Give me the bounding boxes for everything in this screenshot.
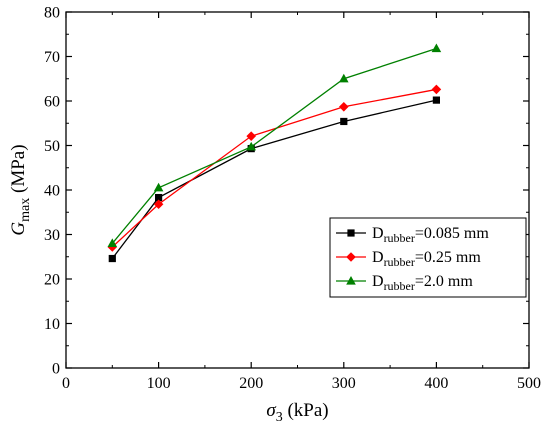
- x-tick-label: 300: [332, 375, 356, 392]
- legend-label: Drubber=0.25 mm: [372, 249, 481, 269]
- legend-item: Drubber=0.25 mm: [336, 249, 481, 269]
- series-3: [107, 43, 442, 247]
- x-tick-label: 500: [517, 375, 541, 392]
- series-line: [111, 47, 437, 244]
- data-point: [431, 84, 442, 95]
- legend-marker: [346, 252, 356, 262]
- y-tick-label: 50: [44, 138, 60, 155]
- data-point: [108, 254, 116, 263]
- data-point: [107, 238, 118, 247]
- data-point: [340, 117, 348, 126]
- data-point: [339, 101, 349, 112]
- x-tick-label: 0: [62, 375, 70, 392]
- data-point: [153, 182, 164, 192]
- x-tick-label: 400: [424, 375, 448, 392]
- y-tick-label: 40: [44, 183, 60, 200]
- y-tick-label: 60: [44, 94, 60, 111]
- data-point: [339, 73, 349, 83]
- legend-item: Drubber=0.085 mm: [336, 225, 489, 245]
- data-point: [431, 43, 442, 53]
- y-tick-label: 70: [44, 49, 60, 66]
- series-layer: [107, 43, 442, 263]
- axes: 0 100 200 300 400 500 0 10 20 30 40 50 60 70 80: [44, 5, 541, 393]
- legend-label: Drubber=2.0 mm: [372, 273, 473, 293]
- plot-frame: [65, 11, 530, 369]
- y-tick-label: 20: [44, 272, 60, 289]
- x-tick-label: 100: [147, 375, 171, 392]
- legend-marker: [347, 229, 355, 237]
- data-point: [432, 96, 440, 104]
- data-point: [246, 131, 256, 141]
- x-axis-label: σ3 (kPa): [266, 400, 328, 425]
- y-tick-label: 80: [44, 5, 60, 22]
- data-point: [246, 141, 256, 151]
- data-point: [153, 199, 164, 210]
- y-tick-label: 0: [52, 361, 60, 378]
- x-tick-label: 200: [239, 375, 263, 392]
- legend-item: Drubber=2.0 mm: [336, 273, 473, 293]
- legend: Drubber=0.085 mm Drubber=0.25 mm Drubber=2…: [329, 217, 527, 298]
- data-point: [155, 193, 163, 202]
- y-axis-label: Gmax (MPa): [8, 144, 33, 235]
- y-tick-label: 30: [44, 227, 60, 244]
- legend-marker: [346, 276, 356, 285]
- legend-label: Drubber=0.085 mm: [372, 225, 489, 245]
- y-tick-label: 10: [44, 316, 60, 333]
